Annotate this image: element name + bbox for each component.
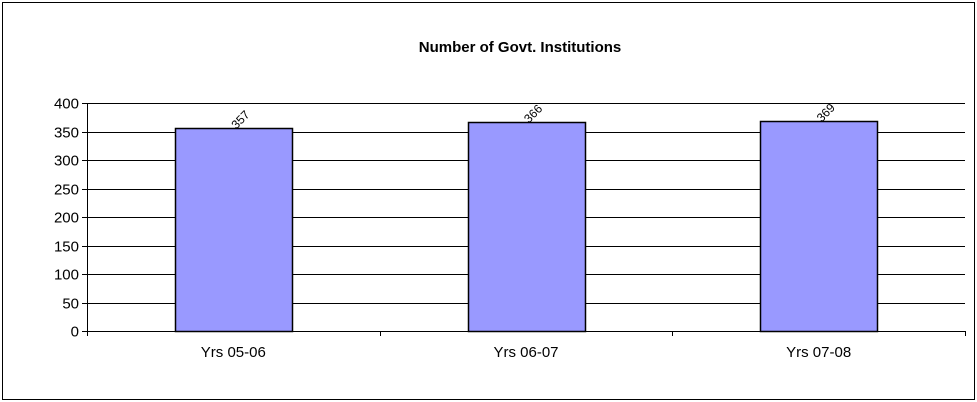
x-tick-label: Yrs 05-06 — [201, 344, 266, 361]
x-tick-label: Yrs 07-08 — [786, 344, 851, 361]
y-tick-label: 0 — [71, 324, 79, 341]
y-tick-label: 250 — [54, 182, 79, 199]
bars — [174, 120, 879, 333]
y-tick-label: 150 — [54, 239, 79, 256]
y-tick-label: 200 — [54, 210, 79, 227]
bar — [467, 121, 587, 333]
y-tick-label: 350 — [54, 125, 79, 142]
bar — [759, 120, 879, 333]
y-tick-label: 300 — [54, 153, 79, 170]
x-tick-label: Yrs 06-07 — [493, 344, 558, 361]
axes — [82, 103, 966, 336]
y-tick-label: 50 — [62, 296, 79, 313]
bar — [174, 127, 294, 333]
chart-title: Number of Govt. Institutions — [419, 39, 622, 56]
y-tick-label: 100 — [54, 267, 79, 284]
y-tick-label: 400 — [54, 96, 79, 113]
